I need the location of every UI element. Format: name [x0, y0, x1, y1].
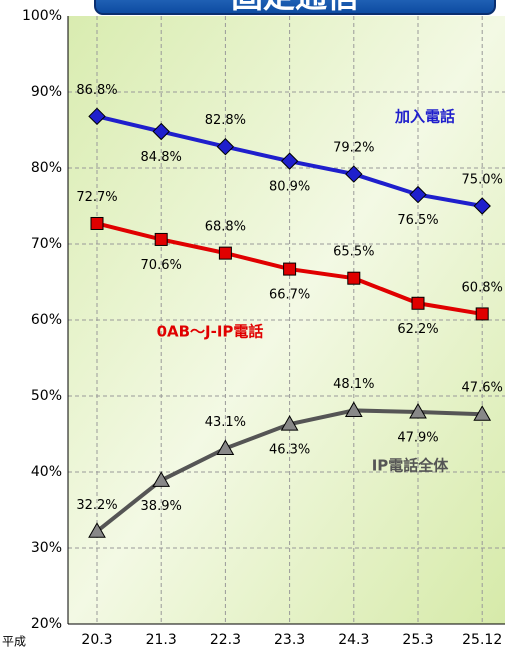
- data-label: 75.0%: [462, 173, 503, 188]
- data-label: 62.2%: [397, 322, 438, 337]
- marker: [216, 138, 235, 156]
- data-label: 72.7%: [76, 190, 117, 205]
- marker: [411, 296, 425, 310]
- marker: [345, 165, 363, 183]
- data-label: 60.8%: [462, 280, 503, 295]
- data-label: 46.3%: [269, 443, 310, 458]
- x-tick-label: 21.3: [146, 632, 177, 648]
- y-tick-label: 40%: [31, 464, 62, 480]
- data-label: 86.8%: [76, 83, 117, 98]
- marker: [347, 271, 361, 285]
- y-tick-label: 90%: [31, 84, 62, 100]
- y-tick-label: 100%: [22, 8, 62, 24]
- y-tick-label: 70%: [31, 236, 62, 252]
- x-tick-label: 23.3: [274, 632, 305, 648]
- data-label: 84.8%: [141, 150, 182, 165]
- data-label: 43.1%: [205, 415, 246, 430]
- marker: [283, 262, 297, 276]
- marker: [409, 185, 427, 204]
- marker: [280, 415, 299, 431]
- data-label: 48.1%: [333, 377, 374, 392]
- data-label: 70.6%: [141, 258, 182, 273]
- x-tick-label: 25.3: [402, 632, 433, 648]
- marker: [473, 197, 491, 215]
- y-tick-label: 50%: [31, 388, 62, 404]
- marker: [344, 401, 363, 417]
- marker: [218, 246, 232, 260]
- data-label: 82.8%: [205, 113, 246, 128]
- marker: [475, 307, 489, 321]
- x-tick-label: 25.12: [462, 632, 502, 648]
- title-box: [94, 0, 496, 15]
- y-tick-label: 80%: [31, 160, 62, 176]
- marker: [152, 122, 170, 141]
- marker: [152, 471, 171, 487]
- y-tick-label: 30%: [31, 540, 62, 556]
- marker: [280, 152, 299, 170]
- data-label: 32.2%: [76, 498, 117, 513]
- x-tick-label: 20.3: [81, 632, 112, 648]
- marker: [90, 216, 104, 230]
- marker: [154, 232, 168, 246]
- marker: [409, 402, 427, 419]
- x-tick-label: 24.3: [338, 632, 369, 648]
- marker: [216, 439, 235, 455]
- data-label: 47.6%: [462, 381, 503, 396]
- data-label: 65.5%: [333, 245, 374, 260]
- y-tick-label: 60%: [31, 312, 62, 328]
- data-label: 76.5%: [397, 213, 438, 228]
- marker: [88, 522, 106, 538]
- data-label: 79.2%: [333, 141, 374, 156]
- data-label: 47.9%: [397, 430, 438, 445]
- data-label: 68.8%: [205, 220, 246, 235]
- x-tick-label: 22.3: [210, 632, 241, 648]
- x-prefix: 平成: [2, 635, 26, 649]
- data-label: 66.7%: [269, 288, 310, 303]
- y-tick-label: 20%: [31, 616, 62, 632]
- chart-title: 固定通信: [231, 0, 359, 15]
- data-label: 80.9%: [269, 180, 310, 195]
- marker: [88, 107, 106, 126]
- series-label: 加入電話: [394, 108, 455, 126]
- data-label: 38.9%: [141, 499, 182, 514]
- series-label: 0AB～J-IP電話: [157, 323, 264, 341]
- marker: [473, 405, 492, 421]
- series-label: IP電話全体: [372, 457, 450, 475]
